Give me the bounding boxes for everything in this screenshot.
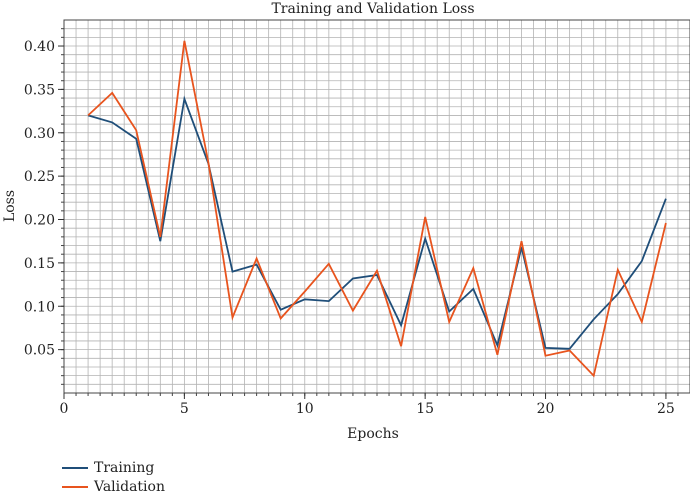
legend-swatch-training	[62, 466, 88, 469]
y-tick-label: 0.15	[24, 256, 55, 272]
legend: Training Validation	[62, 458, 165, 496]
grid	[64, 20, 690, 393]
legend-item-validation: Validation	[62, 477, 165, 496]
x-tick-label: 0	[60, 401, 69, 417]
chart-title: Training and Validation Loss	[271, 1, 474, 17]
y-tick-label: 0.05	[24, 343, 55, 359]
legend-item-training: Training	[62, 458, 165, 477]
y-axis-label: Loss	[2, 190, 18, 222]
x-tick-label: 10	[296, 401, 314, 417]
x-tick-label: 15	[416, 401, 434, 417]
series-lines	[87, 40, 667, 378]
y-tick-label: 0.20	[24, 213, 55, 229]
y-tick-label: 0.10	[24, 299, 55, 315]
legend-swatch-validation	[62, 485, 88, 488]
y-tick-label: 0.40	[24, 39, 55, 55]
y-tick-label: 0.35	[24, 82, 55, 98]
legend-label-validation: Validation	[94, 478, 165, 495]
legend-label-training: Training	[94, 459, 155, 476]
y-tick-label: 0.30	[24, 126, 55, 142]
axes: 0 5 10 15 20 25 0.05 0.10 0.15 0.20 0.25 0.30 0.35 0.…	[24, 28, 679, 417]
x-tick-label: 20	[537, 401, 555, 417]
x-tick-label: 25	[657, 401, 675, 417]
y-tick-label: 0.25	[24, 169, 55, 185]
series-line-training	[87, 95, 667, 350]
x-axis-label: Epochs	[347, 426, 399, 442]
series-line-validation	[87, 40, 667, 378]
x-tick-label: 5	[180, 401, 189, 417]
